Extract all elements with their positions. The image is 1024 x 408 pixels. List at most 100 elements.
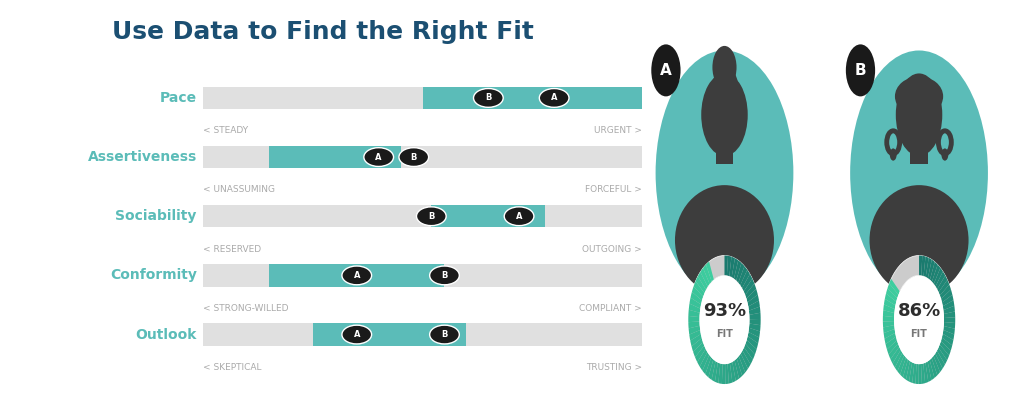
- Wedge shape: [909, 362, 914, 383]
- Wedge shape: [944, 317, 955, 323]
- Wedge shape: [732, 360, 739, 381]
- Wedge shape: [943, 326, 954, 335]
- Text: Pace: Pace: [160, 91, 197, 105]
- Wedge shape: [749, 300, 760, 310]
- Text: Conformity: Conformity: [110, 268, 197, 282]
- Wedge shape: [736, 263, 744, 283]
- Wedge shape: [903, 359, 910, 380]
- Wedge shape: [750, 319, 761, 325]
- Wedge shape: [889, 279, 900, 295]
- Wedge shape: [886, 288, 897, 302]
- Wedge shape: [749, 328, 760, 337]
- Wedge shape: [928, 259, 935, 280]
- Wedge shape: [738, 353, 748, 373]
- Wedge shape: [736, 356, 745, 376]
- Wedge shape: [734, 260, 741, 281]
- Wedge shape: [900, 357, 908, 377]
- Ellipse shape: [869, 185, 969, 295]
- Text: FORCEFUL >: FORCEFUL >: [585, 185, 642, 195]
- Circle shape: [364, 148, 393, 166]
- Wedge shape: [932, 356, 940, 375]
- Text: < SKEPTICAL: < SKEPTICAL: [203, 363, 262, 372]
- Wedge shape: [937, 348, 947, 364]
- Wedge shape: [712, 361, 718, 382]
- Wedge shape: [934, 353, 943, 372]
- Wedge shape: [715, 363, 720, 383]
- Wedge shape: [727, 363, 732, 384]
- Bar: [269, 264, 444, 286]
- Text: < UNASSUMING: < UNASSUMING: [203, 185, 275, 195]
- Wedge shape: [942, 295, 953, 306]
- Circle shape: [504, 207, 534, 226]
- Wedge shape: [690, 292, 702, 304]
- Wedge shape: [738, 266, 748, 285]
- Text: B: B: [441, 330, 447, 339]
- Wedge shape: [886, 337, 897, 349]
- Circle shape: [430, 266, 460, 285]
- Wedge shape: [942, 334, 953, 346]
- Wedge shape: [697, 349, 708, 367]
- Wedge shape: [719, 364, 723, 384]
- Wedge shape: [934, 268, 943, 286]
- Wedge shape: [939, 280, 949, 295]
- Text: B: B: [855, 63, 866, 78]
- Wedge shape: [706, 262, 714, 282]
- Text: FIT: FIT: [716, 328, 733, 339]
- Wedge shape: [725, 255, 728, 276]
- Wedge shape: [743, 279, 755, 295]
- Ellipse shape: [895, 77, 943, 116]
- Wedge shape: [702, 355, 712, 374]
- Wedge shape: [688, 310, 699, 317]
- Wedge shape: [749, 324, 761, 331]
- Circle shape: [890, 149, 897, 161]
- Bar: [203, 264, 642, 286]
- Wedge shape: [693, 342, 705, 357]
- Text: 93%: 93%: [702, 302, 746, 319]
- Wedge shape: [935, 351, 945, 368]
- Wedge shape: [695, 346, 706, 362]
- Wedge shape: [924, 257, 929, 277]
- Wedge shape: [695, 276, 707, 293]
- Wedge shape: [883, 310, 894, 317]
- Wedge shape: [883, 255, 955, 384]
- Text: B: B: [428, 212, 434, 221]
- Wedge shape: [729, 257, 735, 277]
- Wedge shape: [746, 336, 758, 349]
- Circle shape: [713, 46, 736, 89]
- Wedge shape: [926, 361, 932, 382]
- Wedge shape: [742, 274, 753, 291]
- Text: < STEADY: < STEADY: [203, 126, 249, 135]
- Wedge shape: [692, 286, 703, 301]
- Wedge shape: [941, 290, 952, 302]
- Wedge shape: [689, 330, 700, 341]
- Wedge shape: [928, 360, 935, 380]
- Wedge shape: [930, 358, 937, 378]
- Wedge shape: [730, 362, 736, 382]
- Wedge shape: [722, 364, 725, 384]
- Wedge shape: [746, 289, 758, 302]
- Circle shape: [342, 325, 372, 344]
- Wedge shape: [937, 275, 947, 292]
- Wedge shape: [732, 258, 738, 279]
- Wedge shape: [884, 304, 895, 313]
- Wedge shape: [919, 364, 922, 384]
- Wedge shape: [888, 284, 898, 298]
- Text: FIT: FIT: [910, 328, 928, 339]
- Circle shape: [896, 73, 942, 156]
- Wedge shape: [883, 325, 895, 333]
- Wedge shape: [688, 322, 699, 328]
- Bar: [269, 146, 400, 168]
- Circle shape: [894, 275, 944, 364]
- Circle shape: [655, 51, 794, 295]
- Wedge shape: [889, 344, 899, 359]
- Wedge shape: [688, 316, 699, 322]
- Wedge shape: [943, 330, 954, 340]
- Wedge shape: [690, 334, 701, 346]
- Wedge shape: [885, 333, 896, 344]
- Wedge shape: [944, 311, 955, 318]
- Wedge shape: [936, 271, 945, 289]
- Wedge shape: [689, 297, 701, 308]
- Text: B: B: [441, 271, 447, 280]
- Wedge shape: [748, 332, 759, 344]
- Wedge shape: [938, 344, 949, 360]
